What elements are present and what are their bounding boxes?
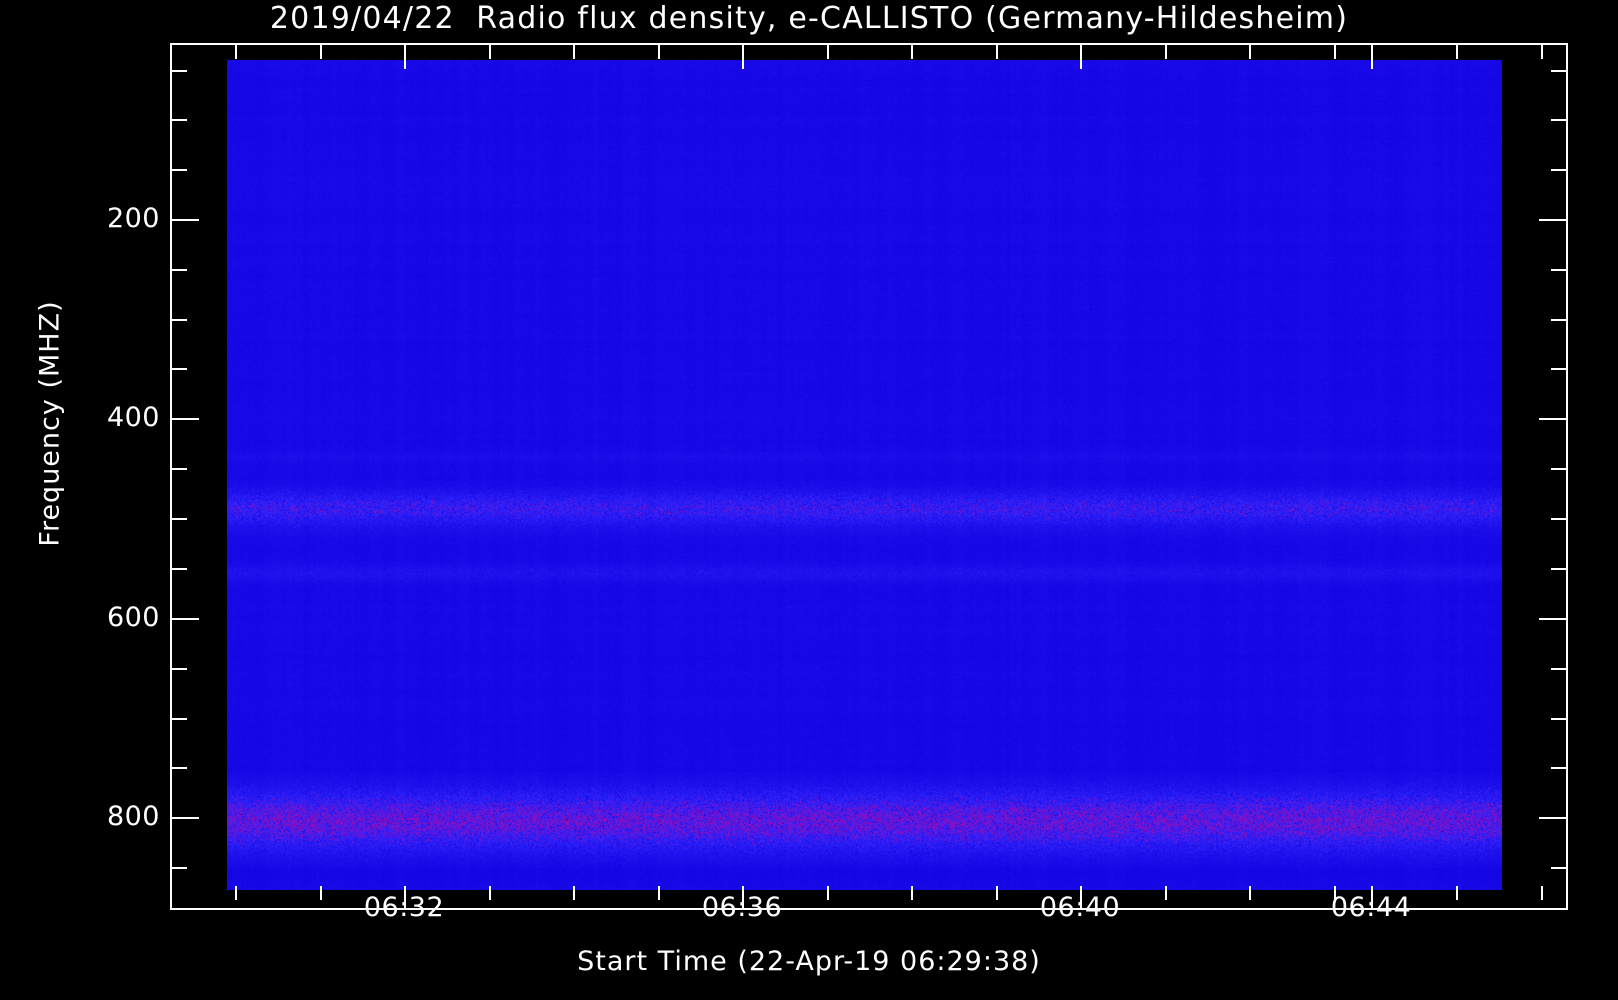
x-tick-major [404,886,406,910]
x-tick-label: 06:44 [1330,892,1412,923]
x-tick-minor-top [489,45,491,59]
y-tick-minor-right [1551,718,1566,720]
y-tick-minor-right [1551,668,1566,670]
y-tick-minor [172,718,187,720]
y-tick-minor-right [1551,319,1566,321]
x-tick-major-top [742,45,744,69]
y-tick-minor [172,169,187,171]
y-tick-label: 600 [106,602,160,633]
x-tick-minor-top [573,45,575,59]
x-tick-major [742,886,744,910]
x-tick-minor [658,886,660,900]
x-tick-major-top [1371,45,1373,69]
y-tick-minor-right [1551,468,1566,470]
x-tick-major-top [1080,45,1082,69]
y-tick-major [172,418,199,420]
x-tick-minor [1541,886,1543,900]
y-tick-minor-right [1551,767,1566,769]
x-tick-minor [489,886,491,900]
y-tick-label: 800 [106,801,160,832]
y-tick-minor [172,518,187,520]
x-tick-minor [996,886,998,900]
y-tick-minor [172,368,187,370]
y-axis-title: Frequency (MHZ) [34,300,66,547]
x-tick-minor-top [911,45,913,59]
y-tick-major-right [1539,418,1566,420]
x-tick-minor [573,886,575,900]
x-tick-major [1371,886,1373,910]
x-axis-title: Start Time (22-Apr-19 06:29:38) [577,946,1041,977]
y-tick-minor-right [1551,368,1566,370]
x-tick-minor-top [996,45,998,59]
y-tick-minor [172,269,187,271]
x-tick-minor-top [1334,45,1336,59]
x-tick-minor [1249,886,1251,900]
x-tick-label: 06:32 [363,892,445,923]
y-tick-major-right [1539,219,1566,221]
x-tick-minor [827,886,829,900]
y-tick-minor-right [1551,518,1566,520]
x-tick-major [1080,886,1082,910]
x-tick-minor-top [320,45,322,59]
x-tick-minor [1334,886,1336,900]
x-tick-minor-top [1456,45,1458,59]
y-tick-minor-right [1551,70,1566,72]
y-tick-minor [172,767,187,769]
y-tick-label: 400 [106,402,160,433]
x-tick-label: 06:40 [1039,892,1121,923]
x-tick-minor-top [827,45,829,59]
x-tick-minor-top [1165,45,1167,59]
y-tick-minor-right [1551,169,1566,171]
y-tick-minor [172,468,187,470]
y-tick-major [172,817,199,819]
x-tick-minor-top [1541,45,1543,59]
y-tick-label: 200 [106,203,160,234]
x-tick-minor [320,886,322,900]
y-tick-major-right [1539,618,1566,620]
spectrogram-raster [227,60,1502,890]
y-tick-minor [172,668,187,670]
x-tick-label: 06:36 [701,892,783,923]
spectrogram-canvas [227,60,1502,890]
x-tick-minor [911,886,913,900]
x-tick-minor [235,886,237,900]
y-tick-minor [172,319,187,321]
figure-title: 2019/04/22 Radio flux density, e-CALLIST… [269,1,1349,36]
x-tick-minor [1165,886,1167,900]
x-tick-minor-top [1249,45,1251,59]
y-tick-minor [172,867,187,869]
x-tick-major-top [404,45,406,69]
y-tick-major [172,618,199,620]
x-tick-minor [1456,886,1458,900]
y-tick-minor-right [1551,867,1566,869]
y-tick-minor [172,568,187,570]
y-tick-minor [172,119,187,121]
x-tick-minor-top [658,45,660,59]
y-tick-minor [172,70,187,72]
y-tick-minor-right [1551,119,1566,121]
y-tick-major-right [1539,817,1566,819]
x-tick-minor-top [235,45,237,59]
y-tick-major [172,219,199,221]
y-tick-minor-right [1551,568,1566,570]
y-tick-minor-right [1551,269,1566,271]
